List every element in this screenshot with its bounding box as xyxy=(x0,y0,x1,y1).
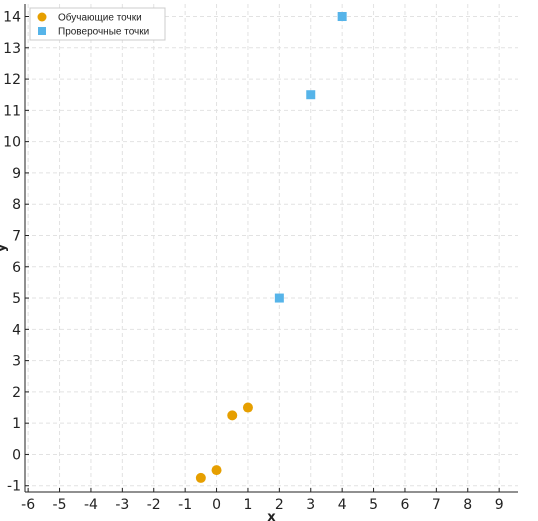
x-tick-label: -4 xyxy=(84,497,98,513)
legend-marker-validation xyxy=(38,27,46,35)
legend-label: Проверочные точки xyxy=(58,27,149,38)
y-tick-label: 2 xyxy=(12,385,21,401)
validation-point xyxy=(274,293,284,303)
x-tick-label: 1 xyxy=(243,497,252,513)
y-tick-label: 6 xyxy=(12,260,21,276)
y-tick-label: 8 xyxy=(12,197,21,213)
y-tick-label: 7 xyxy=(12,228,21,244)
legend-marker-training xyxy=(37,12,47,22)
y-tick-label: 5 xyxy=(12,291,21,307)
x-axis-label: x xyxy=(267,510,276,521)
y-tick-label: 1 xyxy=(12,416,21,432)
y-tick-label: 12 xyxy=(3,72,21,88)
x-tick-label: 2 xyxy=(275,497,284,513)
y-tick-label: 10 xyxy=(3,135,21,151)
y-axis-label: y xyxy=(0,243,9,252)
x-tick-label: 8 xyxy=(463,497,472,513)
training-point xyxy=(211,465,222,476)
training-point xyxy=(195,472,206,483)
legend-box xyxy=(29,7,166,41)
y-tick-label: 3 xyxy=(12,354,21,370)
x-tick-label: 5 xyxy=(369,497,378,513)
validation-point xyxy=(306,90,316,100)
data-points xyxy=(195,12,347,483)
x-tick-label: 3 xyxy=(306,497,315,513)
legend-label: Обучающие точки xyxy=(58,12,142,24)
x-tick-label: 6 xyxy=(400,497,409,513)
x-tick-label: -1 xyxy=(178,497,192,513)
x-tick-label: -6 xyxy=(21,497,35,513)
grid xyxy=(25,4,518,492)
x-tick-label: 0 xyxy=(212,497,221,513)
x-tick-label: -3 xyxy=(115,497,129,513)
y-tick-label: 9 xyxy=(12,166,21,182)
y-tick-label: 4 xyxy=(12,322,21,338)
x-tick-label: 9 xyxy=(495,497,504,513)
x-tick-label: 7 xyxy=(432,497,441,513)
axes xyxy=(24,4,518,493)
training-point xyxy=(242,402,253,413)
validation-point xyxy=(337,12,347,22)
y-tick-label: 11 xyxy=(3,103,21,119)
legend: Обучающие точки Проверочные точки xyxy=(29,7,166,41)
y-tick-label: -1 xyxy=(7,479,21,495)
y-tick-label: 13 xyxy=(3,41,21,57)
x-tick-label: -5 xyxy=(53,497,67,513)
tick-labels: -6 -5 -4 -3 -2 -1 0 1 2 3 4 5 6 7 8 9-10123456789101112… xyxy=(3,10,503,513)
x-tick-label: 4 xyxy=(338,497,347,513)
y-tick-label: 14 xyxy=(3,10,21,26)
x-tick-label: -2 xyxy=(147,497,161,513)
y-tick-label: 0 xyxy=(12,447,21,463)
training-point xyxy=(227,410,238,421)
